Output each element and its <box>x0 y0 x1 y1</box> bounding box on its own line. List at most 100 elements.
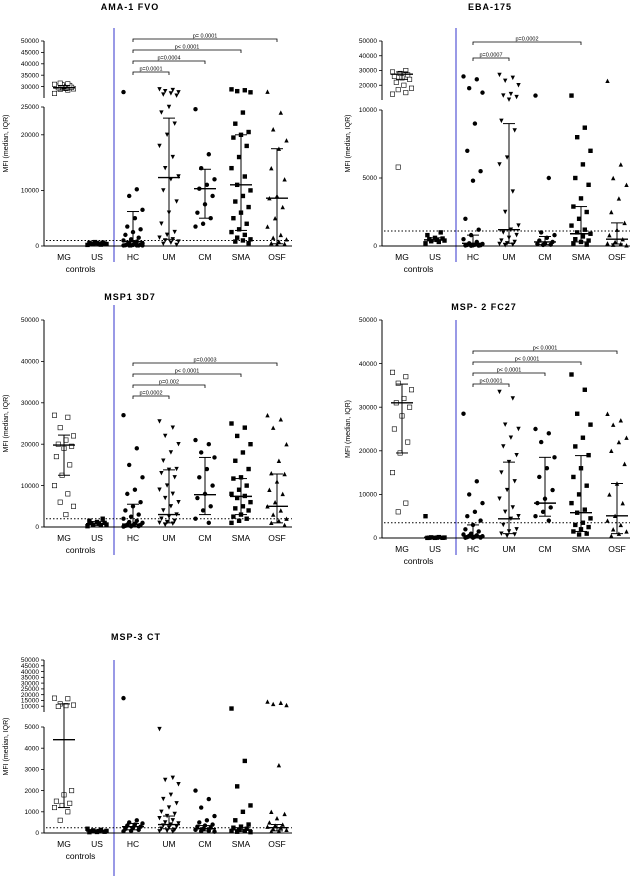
data-point-4-6 <box>210 483 215 488</box>
data-point-6-12 <box>278 232 283 238</box>
data-point-3-20 <box>172 518 177 523</box>
data-point-3-24 <box>163 522 168 528</box>
y-tick-label: 10000 <box>21 703 39 710</box>
data-point-5-5 <box>233 458 238 463</box>
y-tick-label: 0 <box>35 830 39 837</box>
data-point-4-8 <box>195 824 200 829</box>
data-point-3-2 <box>163 88 168 94</box>
data-point-1-6 <box>440 236 445 241</box>
data-point-5-10 <box>236 487 242 492</box>
p-value-label: p=0.0001 <box>139 67 162 73</box>
data-point-4-11 <box>533 514 538 519</box>
p-value-label: p= 0.0001 <box>193 34 218 40</box>
data-point-5-7 <box>238 475 244 480</box>
data-point-6-6 <box>282 811 287 817</box>
data-point-4-1 <box>546 431 551 436</box>
data-point-5-10 <box>576 216 582 221</box>
data-point-3-1 <box>170 87 175 93</box>
comparison-bracket-1 <box>472 372 546 376</box>
data-point-6-14 <box>624 529 629 534</box>
data-point-4-3 <box>552 232 557 238</box>
data-point-0-1 <box>403 90 409 96</box>
data-point-2-2 <box>467 492 472 497</box>
data-point-6-14 <box>284 237 289 242</box>
data-point-5-4 <box>240 450 246 455</box>
comparison-bracket-0 <box>472 383 510 387</box>
data-point-0-1 <box>65 696 71 702</box>
y-axis-label: MFI (median, IQR) <box>345 400 352 458</box>
data-point-6-11 <box>605 241 610 246</box>
data-point-3-7 <box>166 104 172 110</box>
data-point-6-4 <box>616 439 622 445</box>
data-point-5-5 <box>573 444 578 449</box>
data-point-4-8 <box>195 210 200 215</box>
p-value-label: p=0.0003 <box>193 358 216 364</box>
x-category-label: SMA <box>572 544 591 554</box>
data-point-3-16 <box>161 188 166 193</box>
y-tick-label: 50000 <box>21 657 39 664</box>
data-point-0-4 <box>401 82 407 88</box>
y-tick-label: 45000 <box>21 50 39 57</box>
data-point-5-11 <box>229 491 234 497</box>
controls-label: controls <box>404 556 434 566</box>
data-point-5-14 <box>248 188 253 193</box>
data-point-5-21 <box>236 518 242 523</box>
comparison-bracket-0 <box>132 71 170 75</box>
data-point-5-1 <box>242 758 247 764</box>
data-point-4-2 <box>199 805 204 810</box>
data-point-4-3 <box>552 455 557 460</box>
data-point-5-13 <box>235 495 240 501</box>
data-point-3-14 <box>516 223 521 228</box>
data-point-5-20 <box>584 242 589 247</box>
data-point-0-1 <box>403 374 409 380</box>
data-point-3-9 <box>512 128 517 133</box>
data-point-3-9 <box>172 811 177 817</box>
x-category-label: HC <box>467 252 479 262</box>
data-point-5-7 <box>578 196 584 201</box>
data-point-4-9 <box>548 505 553 510</box>
data-point-3-17 <box>174 199 179 204</box>
data-point-3-2 <box>163 777 168 783</box>
x-category-label: UM <box>162 533 175 543</box>
data-point-2-8 <box>463 527 468 532</box>
comparison-bracket-2 <box>132 373 242 377</box>
data-point-3-15 <box>168 504 174 509</box>
data-point-6-1 <box>278 417 283 422</box>
y-axis-label: MFI (median, IQR) <box>3 395 10 453</box>
data-point-3-11 <box>157 143 162 149</box>
data-point-1-0 <box>85 523 90 529</box>
data-point-3-8 <box>159 470 164 476</box>
data-point-6-11 <box>605 518 610 523</box>
x-category-label: MG <box>395 252 409 262</box>
data-point-5-25 <box>248 237 253 242</box>
y-tick-label: 10000 <box>21 483 39 490</box>
x-category-label: UM <box>162 252 175 262</box>
data-point-0-12 <box>403 68 409 74</box>
y-tick-label: 0 <box>35 524 39 531</box>
data-point-3-2 <box>503 78 508 84</box>
y-tick-label: 10000 <box>21 188 39 195</box>
chart-title: AMA-1 FVO <box>101 2 160 12</box>
data-point-2-0 <box>121 89 126 95</box>
y-tick-label: 40000 <box>359 53 377 60</box>
data-point-2-5 <box>125 491 130 497</box>
data-point-6-6 <box>282 177 287 182</box>
data-point-5-5 <box>233 121 238 126</box>
data-point-0-9 <box>405 439 411 445</box>
data-point-3-11 <box>157 487 162 492</box>
x-category-label: SMA <box>232 533 251 543</box>
data-point-4-11 <box>193 516 198 521</box>
data-point-2-3 <box>140 821 145 826</box>
data-point-5-6 <box>586 182 591 187</box>
data-point-5-0 <box>569 372 574 377</box>
data-point-1-8 <box>425 232 430 238</box>
data-point-3-5 <box>501 93 506 98</box>
data-point-2-4 <box>132 487 138 492</box>
data-point-2-1 <box>134 446 139 451</box>
p-value-label: p=0.0002 <box>139 391 162 397</box>
data-point-6-8 <box>607 232 612 238</box>
data-point-2-0 <box>461 411 466 416</box>
data-point-6-2 <box>271 701 276 707</box>
data-point-0-15 <box>63 512 69 518</box>
data-point-3-13 <box>163 820 168 825</box>
